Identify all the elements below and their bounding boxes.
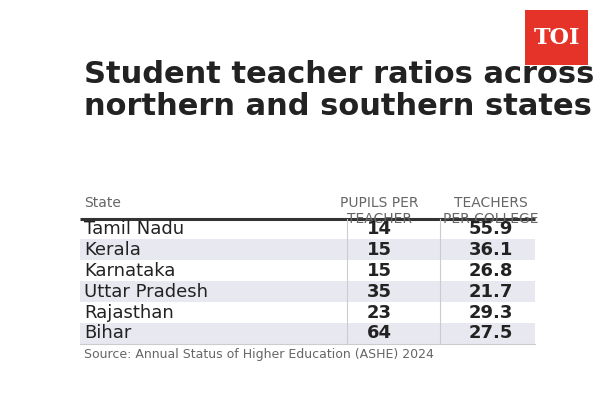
Text: Tamil Nadu: Tamil Nadu [84, 220, 184, 238]
Text: PUPILS PER
TEACHER: PUPILS PER TEACHER [340, 196, 419, 226]
Text: 21.7: 21.7 [469, 283, 514, 301]
Text: 35: 35 [367, 283, 392, 301]
Text: Rajasthan: Rajasthan [84, 304, 174, 322]
Text: Source: Annual Status of Higher Education (ASHE) 2024: Source: Annual Status of Higher Educatio… [84, 349, 434, 362]
Text: Bihar: Bihar [84, 324, 131, 342]
Text: 23: 23 [367, 304, 392, 322]
Text: 64: 64 [367, 324, 392, 342]
Bar [80, 239, 535, 260]
Text: TEACHERS
PER COLLEGE: TEACHERS PER COLLEGE [443, 196, 539, 226]
Text: Kerala: Kerala [84, 241, 141, 259]
Text: 26.8: 26.8 [469, 262, 514, 280]
Bar [80, 323, 535, 344]
Text: State: State [84, 196, 121, 210]
Text: 15: 15 [367, 262, 392, 280]
Text: Uttar Pradesh: Uttar Pradesh [84, 283, 208, 301]
Text: 29.3: 29.3 [469, 304, 514, 322]
Text: 15: 15 [367, 241, 392, 259]
Bar [80, 281, 535, 302]
Text: TOI: TOI [533, 27, 580, 48]
Text: 36.1: 36.1 [469, 241, 514, 259]
Text: 14: 14 [367, 220, 392, 238]
Text: 55.9: 55.9 [469, 220, 514, 238]
FancyBboxPatch shape [522, 8, 591, 68]
Text: Student teacher ratios across
northern and southern states: Student teacher ratios across northern a… [84, 60, 595, 121]
Text: Karnataka: Karnataka [84, 262, 176, 280]
Text: 27.5: 27.5 [469, 324, 514, 342]
